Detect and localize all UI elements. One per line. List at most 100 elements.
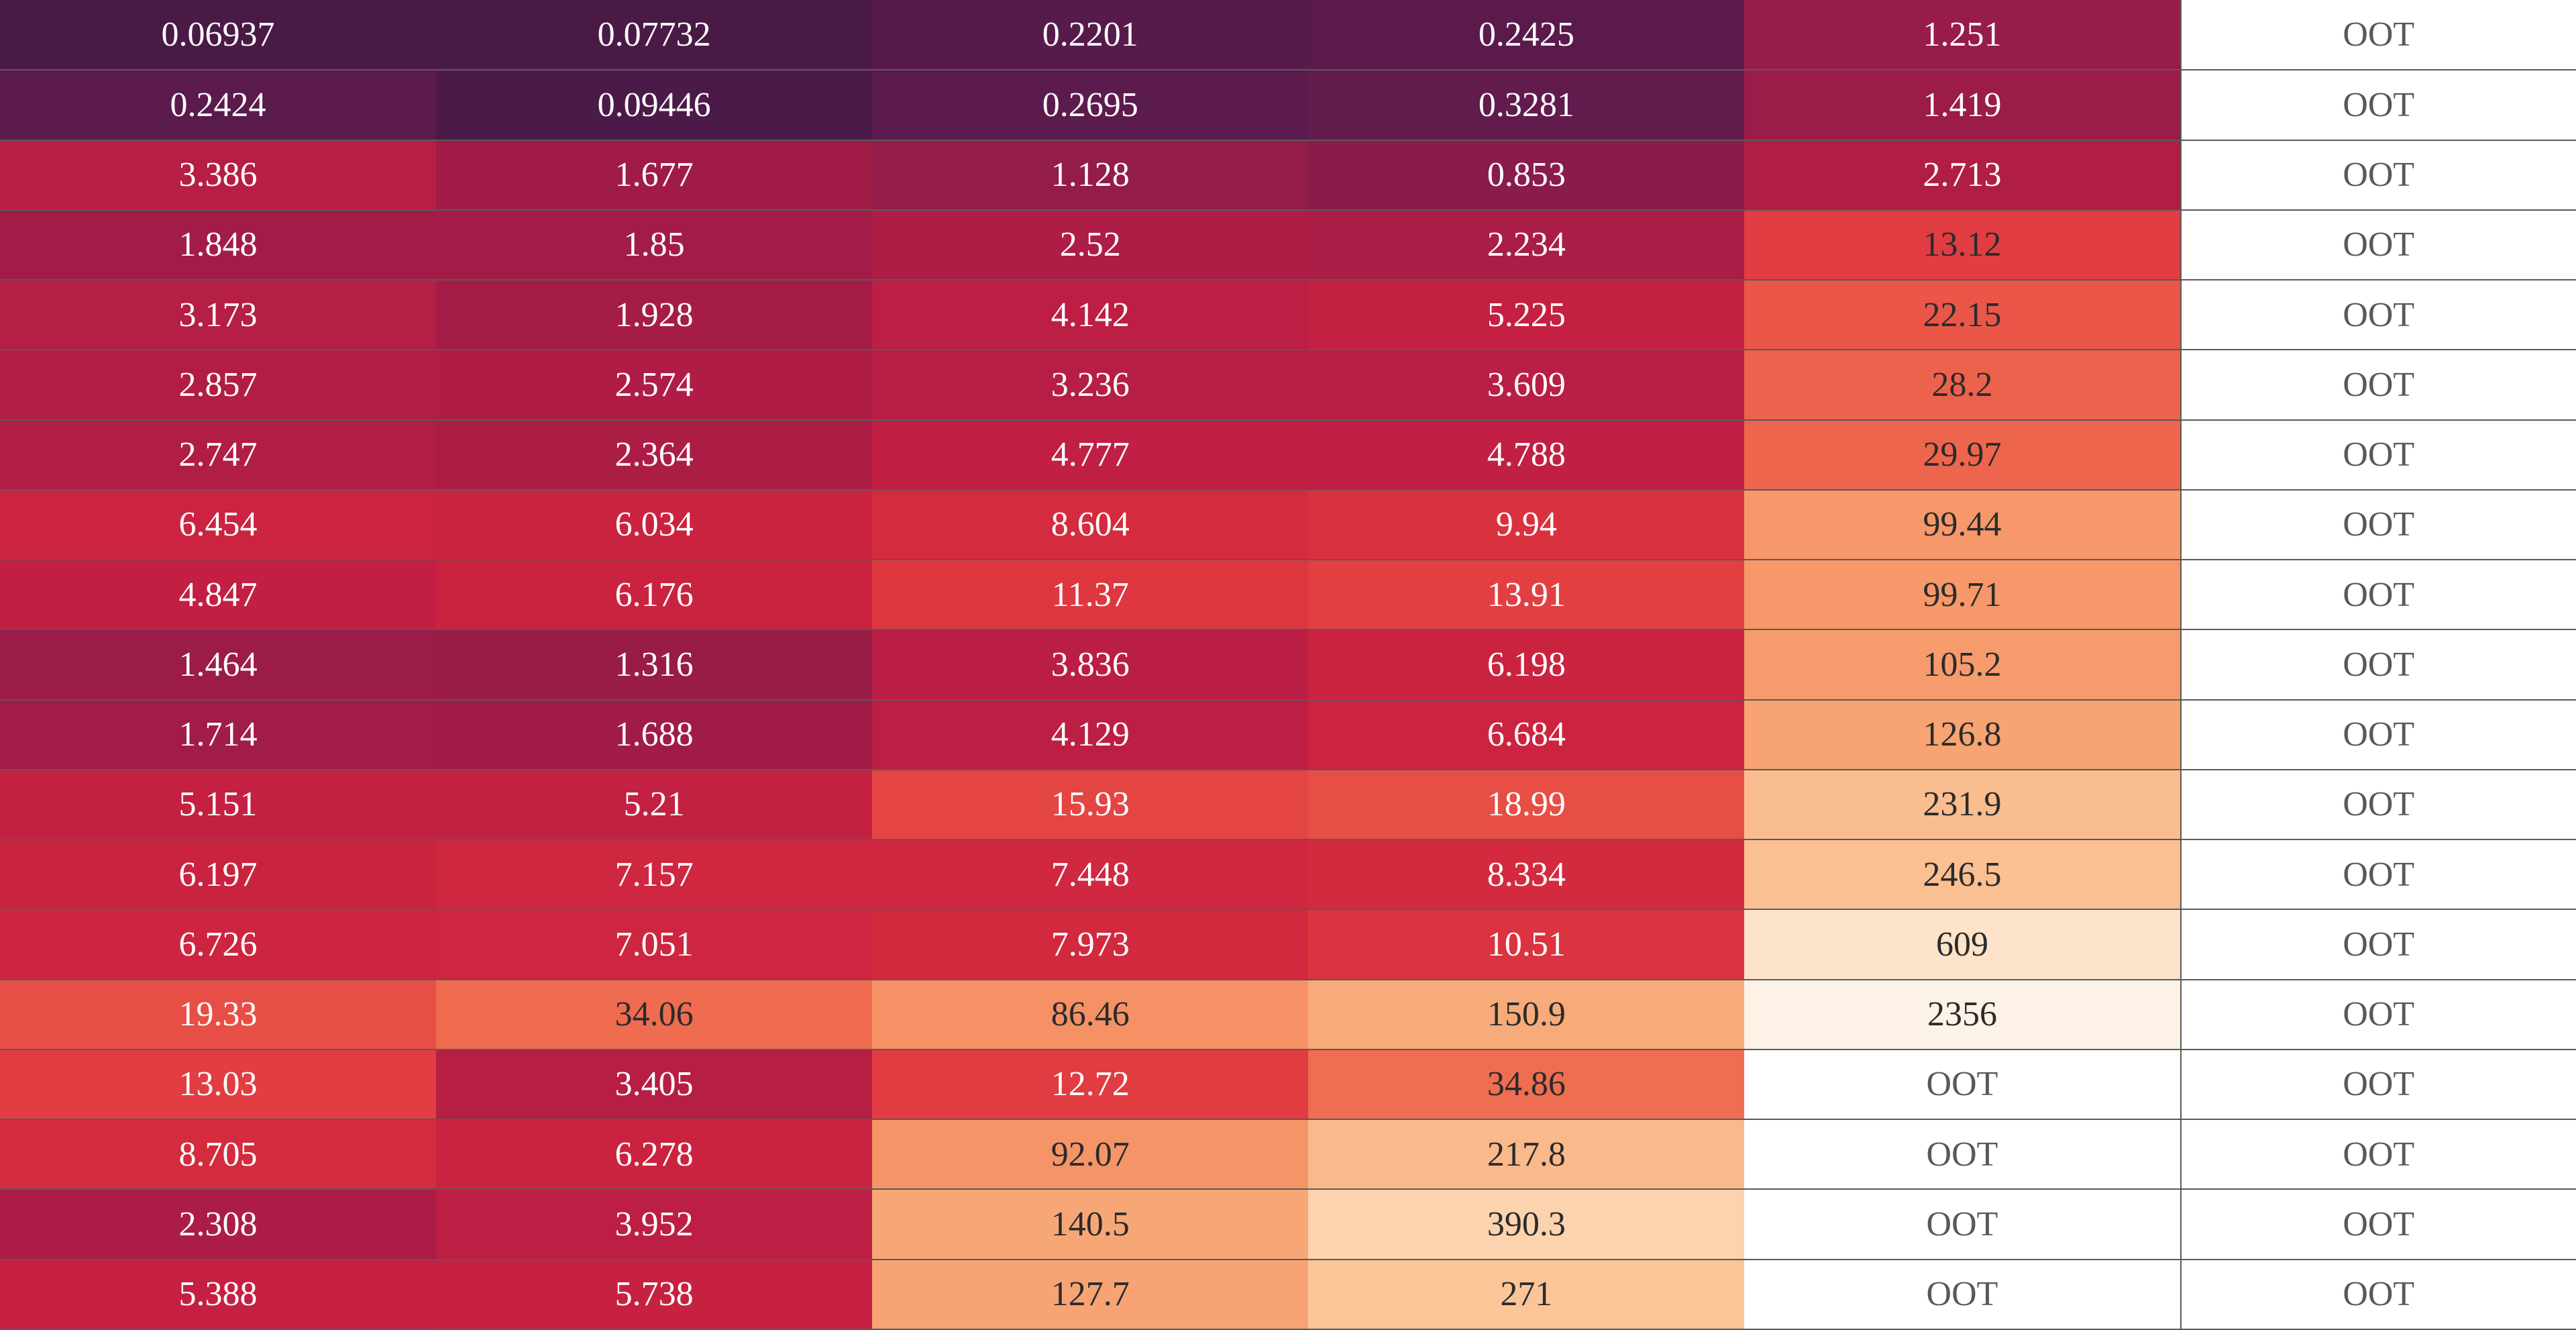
heatmap-cell: 6.278 xyxy=(436,1119,872,1189)
heatmap-cell: 3.405 xyxy=(436,1050,872,1119)
heatmap-cell: 5.738 xyxy=(436,1260,872,1329)
heatmap-cell: 34.06 xyxy=(436,980,872,1050)
heatmap-cell: 5.21 xyxy=(436,770,872,839)
heatmap-cell: 9.94 xyxy=(1308,490,1744,560)
heatmap-cell: 5.151 xyxy=(0,770,436,839)
heatmap-cell: 1.128 xyxy=(872,140,1308,210)
heatmap-cell: OOT xyxy=(1744,1189,2180,1259)
heatmap-cell: 3.386 xyxy=(0,140,436,210)
heatmap-cell: 3.952 xyxy=(436,1189,872,1259)
heatmap-cell: OOT xyxy=(2181,1050,2576,1119)
table-row: 2.8572.5743.2363.60928.2OOT xyxy=(0,350,2576,419)
heatmap-cell: 1.688 xyxy=(436,700,872,770)
heatmap-cell: OOT xyxy=(2181,280,2576,350)
table-row: 0.069370.077320.22010.24251.251OOT xyxy=(0,0,2576,70)
heatmap-cell: 6.726 xyxy=(0,909,436,979)
heatmap-cell: OOT xyxy=(2181,490,2576,560)
heatmap-cell: 2.364 xyxy=(436,420,872,490)
heatmap-cell: OOT xyxy=(2181,140,2576,210)
heatmap-cell: OOT xyxy=(1744,1050,2180,1119)
heatmap-cell: 140.5 xyxy=(872,1189,1308,1259)
table-row: 3.1731.9284.1425.22522.15OOT xyxy=(0,280,2576,350)
heatmap-cell: 231.9 xyxy=(1744,770,2180,839)
heatmap-cell: 19.33 xyxy=(0,980,436,1050)
heatmap-cell: 1.714 xyxy=(0,700,436,770)
heatmap-cell: OOT xyxy=(2181,70,2576,140)
heatmap-cell: OOT xyxy=(2181,560,2576,629)
heatmap-cell: 0.2201 xyxy=(872,0,1308,70)
heatmap-cell: 3.609 xyxy=(1308,350,1744,419)
heatmap-cell: 1.419 xyxy=(1744,70,2180,140)
heatmap-cell: OOT xyxy=(2181,420,2576,490)
heatmap-cell: 0.2424 xyxy=(0,70,436,140)
table-row: 5.3885.738127.7271OOTOOT xyxy=(0,1260,2576,1329)
heatmap-cell: 217.8 xyxy=(1308,1119,1744,1189)
heatmap-cell: 2356 xyxy=(1744,980,2180,1050)
heatmap-cell: 11.37 xyxy=(872,560,1308,629)
heatmap-cell: 1.85 xyxy=(436,210,872,280)
heatmap-cell: 13.12 xyxy=(1744,210,2180,280)
heatmap-cell: 2.747 xyxy=(0,420,436,490)
heatmap-cell: 22.15 xyxy=(1744,280,2180,350)
heatmap-cell: 28.2 xyxy=(1744,350,2180,419)
heatmap-cell: 609 xyxy=(1744,909,2180,979)
heatmap-cell: 99.44 xyxy=(1744,490,2180,560)
heatmap-cell: 3.836 xyxy=(872,629,1308,699)
heatmap-cell: 2.234 xyxy=(1308,210,1744,280)
heatmap-cell: 0.853 xyxy=(1308,140,1744,210)
heatmap-cell: 3.173 xyxy=(0,280,436,350)
heatmap-cell: 8.334 xyxy=(1308,839,1744,909)
heatmap-cell: 127.7 xyxy=(872,1260,1308,1329)
heatmap-cell: OOT xyxy=(2181,0,2576,70)
table-row: 1.7141.6884.1296.684126.8OOT xyxy=(0,700,2576,770)
heatmap-cell: 6.198 xyxy=(1308,629,1744,699)
heatmap-cell: 2.574 xyxy=(436,350,872,419)
heatmap-cell: 105.2 xyxy=(1744,629,2180,699)
heatmap-cell: 0.07732 xyxy=(436,0,872,70)
table-row: 0.24240.094460.26950.32811.419OOT xyxy=(0,70,2576,140)
heatmap-cell: 271 xyxy=(1308,1260,1744,1329)
heatmap-cell: OOT xyxy=(2181,210,2576,280)
heatmap-cell: 4.129 xyxy=(872,700,1308,770)
heatmap-cell: OOT xyxy=(2181,1260,2576,1329)
heatmap-cell: 8.705 xyxy=(0,1119,436,1189)
heatmap-cell: 99.71 xyxy=(1744,560,2180,629)
heatmap-cell: 0.2425 xyxy=(1308,0,1744,70)
heatmap-cell: 1.677 xyxy=(436,140,872,210)
table-row: 4.8476.17611.3713.9199.71OOT xyxy=(0,560,2576,629)
heatmap-cell: 0.06937 xyxy=(0,0,436,70)
heatmap-cell: 150.9 xyxy=(1308,980,1744,1050)
heatmap-cell: 1.251 xyxy=(1744,0,2180,70)
heatmap-cell: 92.07 xyxy=(872,1119,1308,1189)
heatmap-cell: 4.777 xyxy=(872,420,1308,490)
heatmap-cell: 7.448 xyxy=(872,839,1308,909)
heatmap-cell: 0.09446 xyxy=(436,70,872,140)
heatmap-cell: OOT xyxy=(2181,980,2576,1050)
heatmap-cell: OOT xyxy=(2181,1119,2576,1189)
heatmap-cell: 1.928 xyxy=(436,280,872,350)
heatmap-cell: 18.99 xyxy=(1308,770,1744,839)
heatmap-cell: 13.03 xyxy=(0,1050,436,1119)
heatmap-cell: OOT xyxy=(2181,839,2576,909)
heatmap-cell: 2.52 xyxy=(872,210,1308,280)
heatmap-cell: 2.308 xyxy=(0,1189,436,1259)
heatmap-cell: 6.034 xyxy=(436,490,872,560)
heatmap-cell: 1.316 xyxy=(436,629,872,699)
heatmap-cell: 10.51 xyxy=(1308,909,1744,979)
heatmap-cell: 86.46 xyxy=(872,980,1308,1050)
heatmap-cell: 0.3281 xyxy=(1308,70,1744,140)
heatmap-cell: 2.857 xyxy=(0,350,436,419)
heatmap-cell: 2.713 xyxy=(1744,140,2180,210)
heatmap-cell: 12.72 xyxy=(872,1050,1308,1119)
table-row: 3.3861.6771.1280.8532.713OOT xyxy=(0,140,2576,210)
heatmap-cell: OOT xyxy=(2181,1189,2576,1259)
heatmap-cell: 15.93 xyxy=(872,770,1308,839)
heatmap-cell: OOT xyxy=(1744,1119,2180,1189)
heatmap-cell: 4.142 xyxy=(872,280,1308,350)
heatmap-cell: 6.176 xyxy=(436,560,872,629)
heatmap-cell: 1.848 xyxy=(0,210,436,280)
heatmap-cell: 246.5 xyxy=(1744,839,2180,909)
heatmap-cell: 5.225 xyxy=(1308,280,1744,350)
heatmap-cell: 6.684 xyxy=(1308,700,1744,770)
heatmap-cell: 13.91 xyxy=(1308,560,1744,629)
